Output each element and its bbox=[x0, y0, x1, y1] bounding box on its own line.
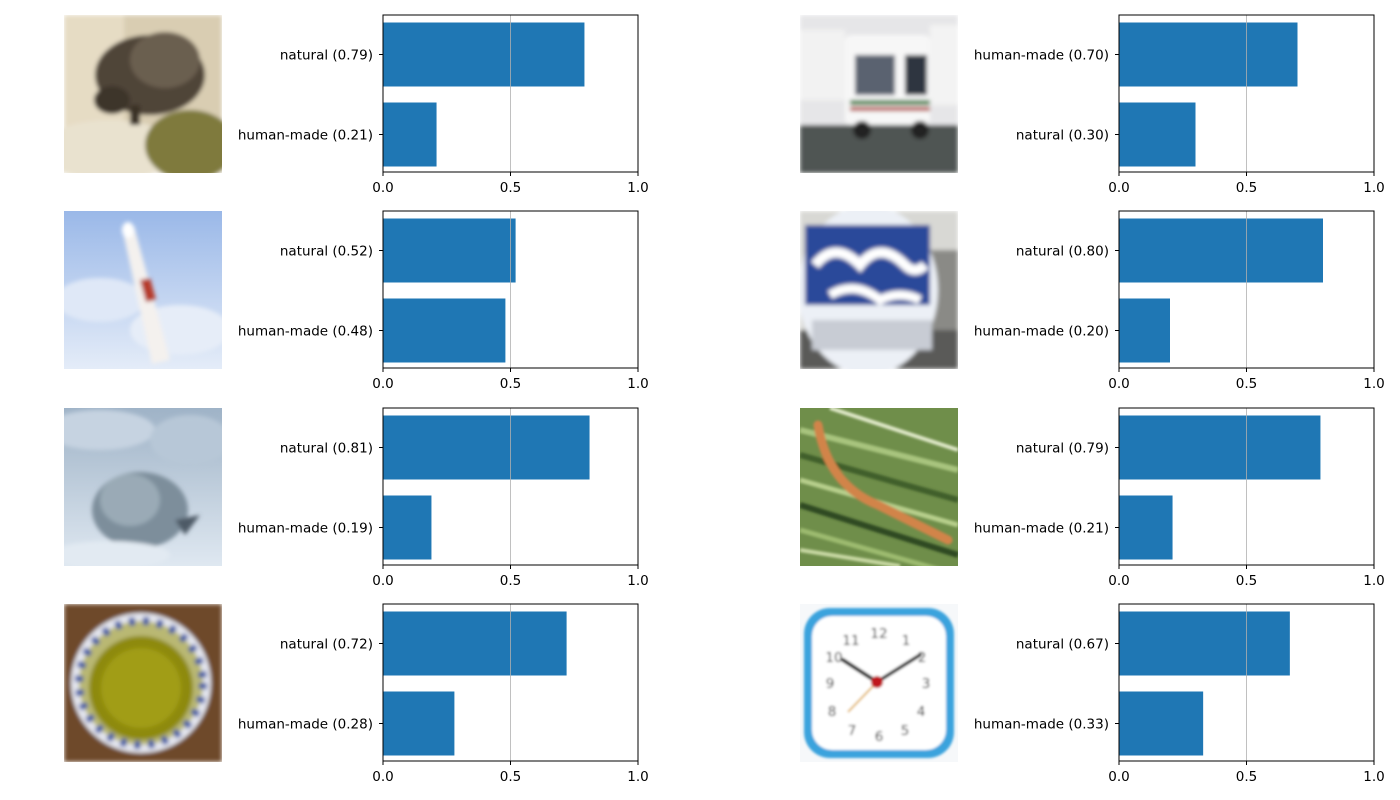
x-tick-label: 1.0 bbox=[627, 573, 648, 589]
x-tick-label: 0.5 bbox=[1236, 180, 1257, 196]
x-tick-label: 0.5 bbox=[500, 769, 521, 785]
svg-text:5: 5 bbox=[901, 723, 910, 739]
bar bbox=[1119, 22, 1298, 87]
bar bbox=[383, 218, 516, 283]
bar bbox=[1119, 495, 1173, 560]
category-label: natural (0.30) bbox=[1016, 128, 1109, 144]
x-tick-label: 1.0 bbox=[1363, 769, 1384, 785]
svg-text:12: 12 bbox=[870, 626, 887, 642]
bar-chart-3: natural (0.80) human-made (0.20) 0.0 0.5 1.0 bbox=[974, 210, 1385, 392]
svg-text:8: 8 bbox=[828, 704, 837, 720]
bar-chart-0: natural (0.79) human-made (0.21) 0.0 0.5 1.0 bbox=[238, 14, 649, 196]
category-label: natural (0.52) bbox=[280, 244, 373, 260]
bar bbox=[383, 495, 432, 560]
svg-text:2: 2 bbox=[918, 650, 927, 666]
category-label: natural (0.80) bbox=[1016, 244, 1109, 260]
x-tick-label: 0.0 bbox=[1108, 573, 1129, 589]
svg-text:7: 7 bbox=[848, 723, 857, 739]
x-tick-label: 1.0 bbox=[1363, 376, 1384, 392]
x-tick-label: 1.0 bbox=[627, 180, 648, 196]
x-tick-label: 1.0 bbox=[627, 769, 648, 785]
bar-chart-6: natural (0.72) human-made (0.28) 0.0 0.5 1.0 bbox=[238, 603, 649, 785]
bar bbox=[383, 22, 585, 87]
bar-charts: natural (0.79) human-made (0.21) 0.0 0.5 1.0… bbox=[238, 14, 1385, 785]
svg-text:3: 3 bbox=[922, 676, 931, 692]
bar-chart-1: human-made (0.70) natural (0.30) 0.0 0.5 1.0 bbox=[974, 14, 1385, 196]
category-label: natural (0.79) bbox=[1016, 441, 1109, 457]
bowl-thumbnail bbox=[64, 604, 222, 762]
svg-text:6: 6 bbox=[875, 729, 884, 745]
bar-chart-2: natural (0.52) human-made (0.48) 0.0 0.5 1.0 bbox=[238, 210, 649, 392]
category-label: human-made (0.21) bbox=[974, 521, 1109, 537]
inflatable-can-thumbnail bbox=[800, 211, 958, 369]
bar-chart-4: natural (0.81) human-made (0.19) 0.0 0.5 1.0 bbox=[238, 407, 649, 589]
bar bbox=[1119, 298, 1170, 363]
category-label: human-made (0.33) bbox=[974, 717, 1109, 733]
x-tick-label: 1.0 bbox=[1363, 573, 1384, 589]
bar bbox=[383, 415, 590, 480]
x-tick-label: 1.0 bbox=[1363, 180, 1384, 196]
x-tick-label: 0.0 bbox=[1108, 180, 1129, 196]
bar bbox=[1119, 691, 1204, 756]
x-tick-label: 0.5 bbox=[1236, 376, 1257, 392]
category-label: human-made (0.48) bbox=[238, 324, 373, 340]
x-tick-label: 0.0 bbox=[372, 180, 393, 196]
category-label: human-made (0.28) bbox=[238, 717, 373, 733]
rocket-thumbnail bbox=[64, 211, 222, 369]
bar bbox=[383, 102, 437, 167]
svg-text:9: 9 bbox=[826, 676, 835, 692]
x-tick-label: 0.0 bbox=[372, 573, 393, 589]
x-tick-label: 0.5 bbox=[1236, 769, 1257, 785]
x-tick-label: 0.5 bbox=[1236, 573, 1257, 589]
vehicle-thumbnail bbox=[800, 15, 958, 173]
bar-chart-5: natural (0.79) human-made (0.21) 0.0 0.5 1.0 bbox=[974, 407, 1385, 589]
x-tick-label: 0.5 bbox=[500, 180, 521, 196]
bar bbox=[1119, 218, 1323, 283]
x-tick-label: 0.5 bbox=[500, 573, 521, 589]
x-tick-label: 0.0 bbox=[372, 769, 393, 785]
category-label: natural (0.67) bbox=[1016, 637, 1109, 653]
porcupine-thumbnail bbox=[64, 15, 222, 173]
svg-text:4: 4 bbox=[917, 704, 926, 720]
category-label: human-made (0.20) bbox=[974, 324, 1109, 340]
bar-chart-7: natural (0.67) human-made (0.33) 0.0 0.5 1.0 bbox=[974, 603, 1385, 785]
bar bbox=[383, 611, 567, 676]
category-label: human-made (0.19) bbox=[238, 521, 373, 537]
bar bbox=[383, 298, 506, 363]
category-label: natural (0.79) bbox=[280, 48, 373, 64]
category-label: human-made (0.21) bbox=[238, 128, 373, 144]
bar bbox=[1119, 102, 1196, 167]
svg-text:1: 1 bbox=[902, 633, 911, 649]
category-label: natural (0.81) bbox=[280, 441, 373, 457]
category-label: human-made (0.70) bbox=[974, 48, 1109, 64]
bar bbox=[1119, 611, 1290, 676]
caterpillar-thumbnail bbox=[800, 408, 958, 566]
x-tick-label: 1.0 bbox=[627, 376, 648, 392]
clock-thumbnail: 12 1 2 3 4 5 6 7 8 9 10 11 bbox=[800, 604, 958, 762]
x-tick-label: 0.5 bbox=[500, 376, 521, 392]
x-tick-label: 0.0 bbox=[1108, 376, 1129, 392]
x-tick-label: 0.0 bbox=[372, 376, 393, 392]
svg-text:11: 11 bbox=[842, 633, 859, 649]
x-tick-label: 0.0 bbox=[1108, 769, 1129, 785]
svg-text:10: 10 bbox=[825, 650, 842, 666]
seal-thumbnail bbox=[64, 408, 222, 566]
bar bbox=[383, 691, 455, 756]
bar bbox=[1119, 415, 1321, 480]
category-label: natural (0.72) bbox=[280, 637, 373, 653]
